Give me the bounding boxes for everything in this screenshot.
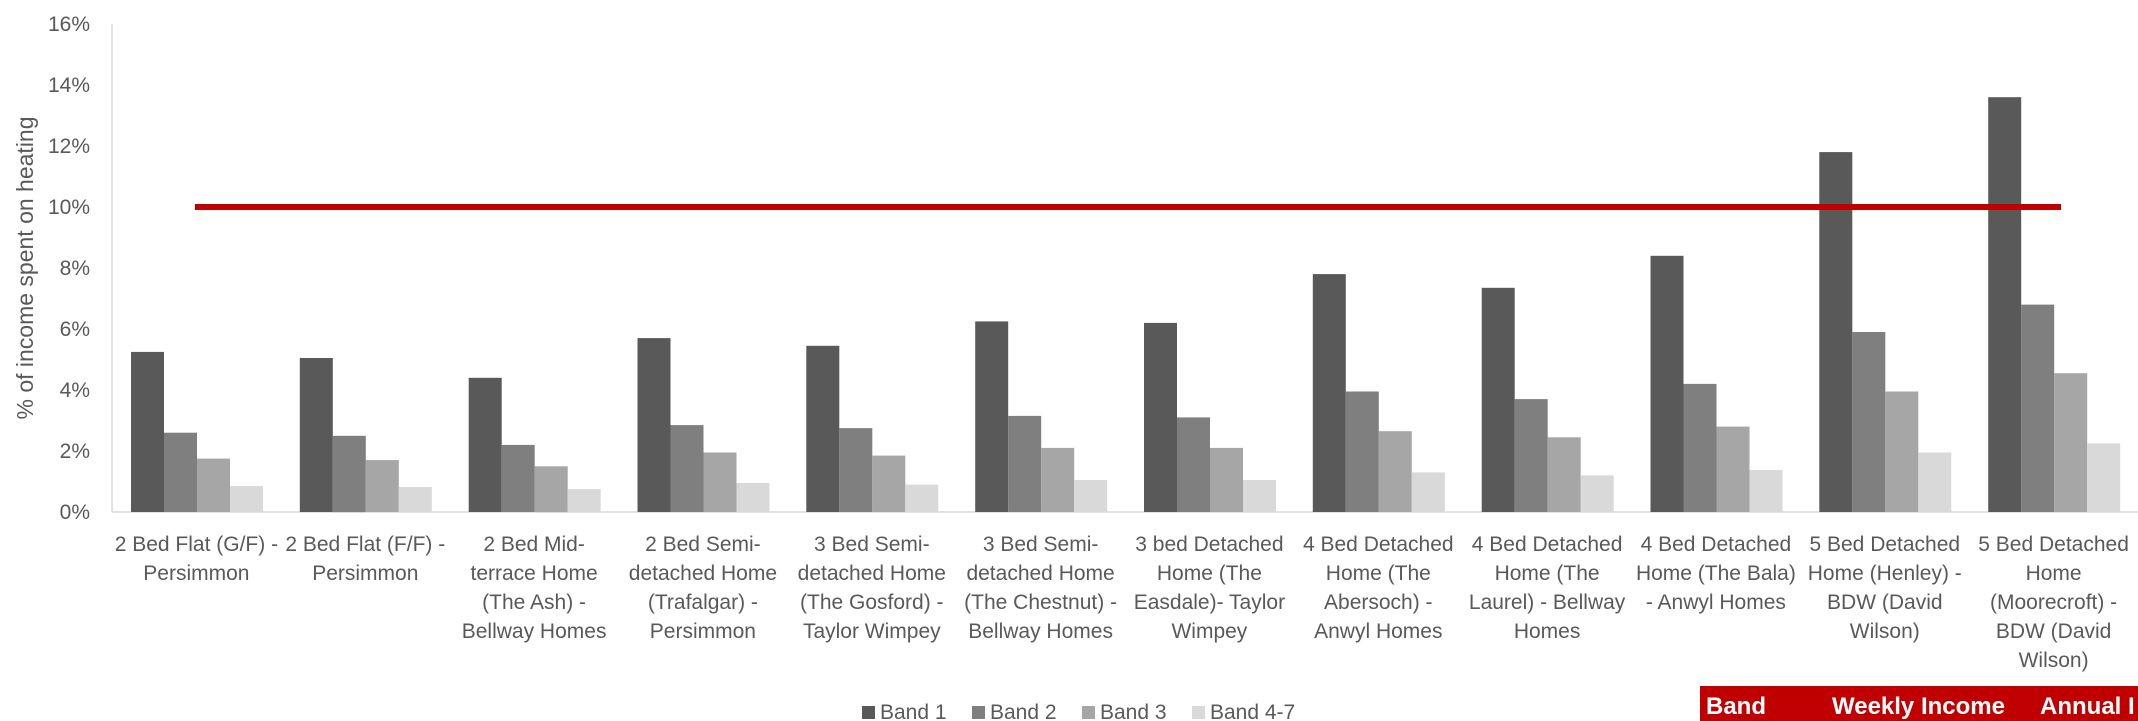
bar: [1819, 152, 1853, 512]
bar: [197, 458, 230, 512]
table-header-background: [1700, 686, 2138, 721]
category-label: 3 Bed Semi-detached Home (The Chestnut) -…: [964, 533, 1117, 643]
bar: [1345, 391, 1379, 512]
bar: [1514, 399, 1548, 512]
bar: [1547, 437, 1581, 512]
bar: [534, 466, 568, 513]
bar: [567, 489, 601, 512]
bar: [230, 486, 263, 512]
bar: [1852, 332, 1886, 512]
bars: [131, 97, 2121, 513]
y-axis-ticks: 0% 2% 4% 6% 8% 10% 12% 14% 16%: [48, 13, 90, 524]
bar: [1378, 431, 1412, 512]
bar: [1683, 383, 1717, 512]
bar: [1210, 447, 1243, 512]
bar: [1177, 417, 1210, 512]
bar: [164, 432, 197, 512]
y-tick-label: 8%: [60, 257, 90, 280]
bar: [1885, 391, 1919, 512]
category-label: 5 Bed Detached Home (Henley) -BDW (David W…: [1808, 533, 1962, 643]
y-tick-label: 6%: [60, 318, 90, 341]
category-label: 4 Bed Detached Home (The Laurel) - Bellway…: [1469, 533, 1626, 643]
category-label: 2 Bed Semi-detached Home (Trafalgar) -Per…: [629, 533, 777, 643]
y-tick-label: 4%: [60, 379, 90, 402]
category-label: 2 Bed Mid-terrace Home (The Ash) -Bellway…: [462, 533, 607, 643]
bar: [1074, 480, 1108, 512]
y-tick-label: 10%: [48, 196, 90, 219]
y-tick-label: 2%: [60, 440, 90, 463]
bar: [1041, 447, 1075, 512]
bar: [398, 487, 432, 512]
category-label: 5 Bed Detached Home (Moorecroft) -BDW (Dav…: [1978, 533, 2129, 672]
bar: [1312, 274, 1346, 512]
bar: [736, 483, 770, 512]
table-header-band: Band: [1706, 693, 1766, 720]
y-tick-label: 12%: [48, 135, 90, 158]
bar: [806, 345, 840, 512]
category-label: 2 Bed Flat (F/F) -Persimmon: [285, 533, 445, 585]
bar: [299, 358, 333, 512]
bar: [1716, 426, 1750, 512]
category-label: 4 Bed Detached Home (The Bala) - Anwyl Hom…: [1636, 533, 1796, 614]
y-tick-label: 16%: [48, 13, 90, 36]
table-header-annual-income: Annual I: [2040, 693, 2135, 720]
bar: [839, 428, 873, 512]
bar: [501, 444, 535, 512]
bar: [1008, 415, 1042, 512]
bar: [2021, 304, 2055, 512]
bar: [1144, 322, 1177, 512]
bar: [332, 435, 366, 513]
bar: [1243, 480, 1276, 512]
table-header-weekly-income: Weekly Income: [1832, 693, 2005, 720]
bar: [905, 484, 939, 512]
bar: [131, 351, 164, 512]
legend-label: Band 2: [990, 701, 1057, 721]
bar: [637, 338, 671, 512]
bar: [1650, 255, 1684, 513]
bar: [1411, 472, 1445, 512]
legend-label: Band 1: [880, 701, 947, 721]
category-label: 3 Bed Semi-detached Home (The Gosford) -T…: [798, 533, 946, 643]
bar: [468, 377, 502, 512]
bar: [872, 455, 906, 512]
y-tick-label: 0%: [60, 501, 90, 524]
category-label: 3 bed Detached Home (The Easdale)- Taylor W…: [1134, 533, 1285, 643]
y-tick-label: 14%: [48, 74, 90, 97]
legend-swatch: [1082, 706, 1095, 719]
bar: [1580, 475, 1614, 512]
legend-label: Band 4-7: [1210, 701, 1295, 721]
y-axis-label: % of income spent on heating: [12, 116, 38, 419]
bar: [670, 425, 704, 512]
bar: [1918, 452, 1952, 512]
legend: Band 1 Band 2 Band 3 Band 4-7: [862, 701, 1295, 721]
legend-swatch: [862, 706, 875, 719]
band-income-table-header: Band Weekly Income Annual I: [1700, 686, 2138, 721]
bar: [2087, 443, 2121, 512]
legend-label: Band 3: [1100, 701, 1167, 721]
bar: [1749, 469, 1783, 512]
bar: [2054, 373, 2088, 512]
category-label: 4 Bed Detached Home (The Abersoch) -Anwyl …: [1303, 533, 1454, 643]
bar: [1481, 287, 1515, 512]
bar: [975, 321, 1009, 512]
bar: [703, 452, 737, 512]
category-label: 2 Bed Flat (G/F) -Persimmon: [115, 533, 278, 585]
legend-swatch: [1192, 706, 1205, 719]
legend-swatch: [972, 706, 985, 719]
bar: [1988, 97, 2022, 512]
bar: [365, 460, 399, 512]
